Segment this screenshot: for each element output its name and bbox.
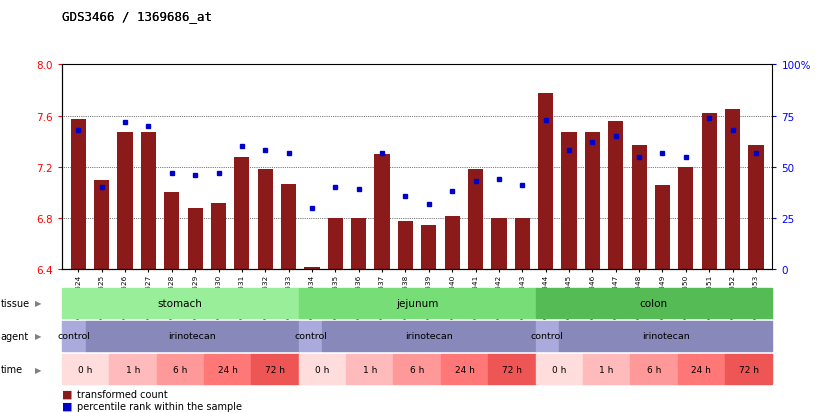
Bar <box>725 110 740 270</box>
Bar <box>748 146 763 270</box>
Bar <box>630 354 677 384</box>
Bar <box>562 133 577 270</box>
Bar <box>608 121 624 270</box>
Text: irinotecan: irinotecan <box>642 332 690 341</box>
Bar <box>444 216 460 270</box>
Bar <box>157 354 204 384</box>
Bar <box>86 321 299 351</box>
Bar <box>725 354 772 384</box>
Bar <box>322 321 535 351</box>
Text: transformed count: transformed count <box>77 389 168 399</box>
Bar <box>299 288 535 318</box>
Bar <box>488 354 535 384</box>
Bar <box>421 225 436 270</box>
Text: 24 h: 24 h <box>691 365 711 374</box>
Text: 1 h: 1 h <box>126 365 140 374</box>
Text: ▶: ▶ <box>35 332 41 341</box>
Bar <box>491 218 506 270</box>
Bar <box>515 218 529 270</box>
Text: GDS3466 / 1369686_at: GDS3466 / 1369686_at <box>62 10 212 23</box>
Bar <box>117 133 133 270</box>
Bar <box>441 354 488 384</box>
Bar <box>109 354 157 384</box>
Bar <box>535 354 583 384</box>
Bar <box>346 354 393 384</box>
Bar <box>374 155 390 270</box>
Text: GDS3466 / 1369686_at: GDS3466 / 1369686_at <box>62 10 212 23</box>
Bar <box>328 218 343 270</box>
Bar <box>351 218 366 270</box>
Bar <box>71 120 86 270</box>
Text: irinotecan: irinotecan <box>169 332 216 341</box>
Bar <box>585 133 600 270</box>
Text: irinotecan: irinotecan <box>405 332 453 341</box>
Text: time: time <box>1 364 23 374</box>
Bar <box>251 354 299 384</box>
Text: jejunum: jejunum <box>396 298 439 308</box>
Text: 24 h: 24 h <box>218 365 238 374</box>
Bar <box>140 133 156 270</box>
Bar <box>62 288 299 318</box>
Text: ▶: ▶ <box>35 365 41 374</box>
Bar <box>655 185 670 270</box>
Bar <box>535 288 772 318</box>
Text: ■: ■ <box>62 401 73 411</box>
Text: ▶: ▶ <box>35 299 41 308</box>
Bar <box>281 184 297 270</box>
Bar <box>583 354 630 384</box>
Text: stomach: stomach <box>158 298 202 308</box>
Text: 1 h: 1 h <box>363 365 377 374</box>
Text: percentile rank within the sample: percentile rank within the sample <box>77 401 242 411</box>
Bar <box>62 354 109 384</box>
Bar <box>559 321 772 351</box>
Bar <box>538 93 553 270</box>
Bar <box>299 321 322 351</box>
Bar <box>204 354 251 384</box>
Text: 1 h: 1 h <box>600 365 614 374</box>
Text: 72 h: 72 h <box>502 365 522 374</box>
Text: 6 h: 6 h <box>173 365 188 374</box>
Text: 72 h: 72 h <box>265 365 285 374</box>
Bar <box>677 354 725 384</box>
Bar <box>305 267 320 270</box>
Text: control: control <box>531 332 564 341</box>
Bar <box>211 203 226 270</box>
Text: 24 h: 24 h <box>454 365 474 374</box>
Text: control: control <box>57 332 90 341</box>
Bar <box>678 168 694 270</box>
Bar <box>632 146 647 270</box>
Bar <box>535 321 559 351</box>
Bar <box>258 170 273 270</box>
Bar <box>468 170 483 270</box>
Bar <box>398 221 413 270</box>
Text: 6 h: 6 h <box>410 365 425 374</box>
Bar <box>393 354 441 384</box>
Bar <box>164 193 179 270</box>
Text: control: control <box>294 332 327 341</box>
Bar <box>188 208 202 270</box>
Text: ■: ■ <box>62 389 73 399</box>
Text: 0 h: 0 h <box>552 365 567 374</box>
Bar <box>62 321 86 351</box>
Text: 72 h: 72 h <box>738 365 758 374</box>
Text: 6 h: 6 h <box>647 365 661 374</box>
Text: tissue: tissue <box>1 298 30 308</box>
Text: 0 h: 0 h <box>316 365 330 374</box>
Bar <box>94 180 109 270</box>
Bar <box>701 114 717 270</box>
Text: agent: agent <box>1 331 29 341</box>
Bar <box>235 157 249 270</box>
Text: 0 h: 0 h <box>78 365 93 374</box>
Text: colon: colon <box>640 298 668 308</box>
Bar <box>299 354 346 384</box>
